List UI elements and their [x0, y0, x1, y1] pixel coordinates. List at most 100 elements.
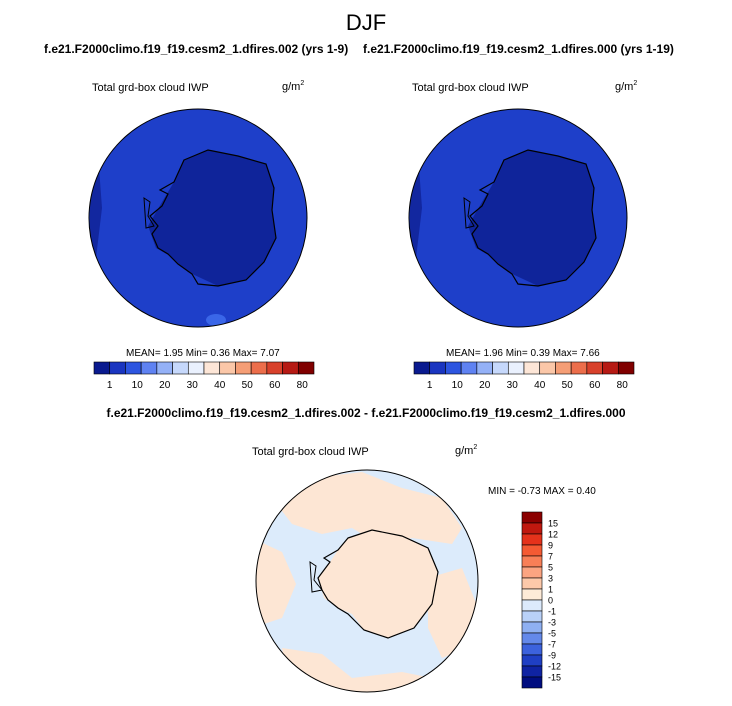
colorbar-box — [429, 361, 446, 375]
colorbar-box — [521, 577, 543, 590]
difference-polar-map — [255, 469, 479, 693]
colorbar-box — [156, 361, 173, 375]
antarctica-coastline — [317, 529, 439, 639]
colorbar-label: 1 — [107, 380, 113, 391]
colorbar-box — [109, 361, 126, 375]
colorbar-box — [521, 643, 543, 656]
colorbar-box — [203, 361, 221, 375]
colorbar-label: -1 — [548, 607, 556, 617]
pale-patch — [206, 314, 226, 326]
left-colorbar: 1 10 20 30 40 50 60 80 — [93, 361, 315, 391]
continent-fill — [148, 150, 276, 286]
colorbar-label: 30 — [507, 380, 519, 391]
peninsula-coastline — [309, 561, 323, 593]
colorbar-label: 60 — [269, 380, 281, 391]
colorbar-box — [521, 676, 543, 689]
positive-patch — [256, 538, 296, 628]
antarctica-coastline — [149, 149, 277, 287]
colorbar-box — [521, 654, 543, 667]
colorbar-label: 0 — [548, 596, 553, 606]
colorbar-label: -9 — [548, 651, 556, 661]
colorbar-label: 50 — [242, 380, 254, 391]
left-polar-map — [88, 108, 308, 328]
colorbar-box — [413, 361, 431, 375]
colorbar-label: -15 — [548, 673, 561, 683]
colorbar-box — [523, 361, 541, 375]
right-variable-label: Total grd-box cloud IWP — [412, 82, 529, 94]
colorbar-box — [521, 621, 543, 634]
continent-fill — [468, 150, 596, 286]
colorbar-box — [521, 599, 543, 612]
right-colorbar: 1 10 20 30 40 50 60 80 — [413, 361, 635, 391]
colorbar-box — [172, 361, 189, 375]
right-stats: MEAN= 1.96 Min= 0.39 Max= 7.66 — [446, 348, 600, 359]
colorbar-label: 5 — [548, 563, 553, 573]
colorbar-label: -3 — [548, 618, 556, 628]
colorbar-box — [219, 361, 236, 375]
colorbar-label: 80 — [297, 380, 309, 391]
colorbar-box — [460, 361, 478, 375]
colorbar-box — [521, 522, 543, 535]
left-case-title: f.e21.F2000climo.f19_f19.cesm2_1.dfires.… — [44, 42, 349, 56]
colorbar-box — [140, 361, 158, 375]
colorbar-box — [282, 361, 299, 375]
colorbar-box — [297, 361, 315, 375]
diff-variable-label: Total grd-box cloud IWP — [252, 446, 369, 458]
colorbar-box — [521, 610, 543, 623]
colorbar-label: 20 — [159, 380, 171, 391]
right-case-title: f.e21.F2000climo.f19_f19.cesm2_1.dfires.… — [363, 42, 674, 56]
colorbar-box — [507, 361, 525, 375]
positive-patch — [318, 530, 438, 638]
right-polar-map — [408, 108, 628, 328]
colorbar-box — [521, 566, 543, 579]
colorbar-label: 20 — [479, 380, 491, 391]
colorbar-label: 7 — [548, 552, 553, 562]
colorbar-label: -7 — [548, 640, 556, 650]
colorbar-label: 60 — [589, 380, 601, 391]
colorbar-label: 3 — [548, 574, 553, 584]
colorbar-box — [539, 361, 556, 375]
peninsula-coastline — [143, 197, 155, 229]
colorbar-label: 50 — [562, 380, 574, 391]
positive-patch — [272, 472, 462, 546]
colorbar-label: 10 — [132, 380, 144, 391]
colorbar-label: 9 — [548, 541, 553, 551]
peninsula-coastline — [463, 197, 475, 229]
colorbar-box — [521, 511, 543, 524]
colorbar-label: 12 — [548, 530, 558, 540]
colorbar-label: 1 — [548, 585, 553, 595]
colorbar-label: -5 — [548, 629, 556, 639]
colorbar-label: 40 — [214, 380, 226, 391]
colorbar-label: -12 — [548, 662, 561, 672]
colorbar-box — [521, 533, 543, 546]
colorbar-box — [521, 665, 543, 678]
colorbar-box — [492, 361, 509, 375]
colorbar-label: 10 — [452, 380, 464, 391]
colorbar-label: 15 — [548, 519, 558, 529]
colorbar-box — [93, 361, 111, 375]
left-variable-label: Total grd-box cloud IWP — [92, 82, 209, 94]
page-title: DJF — [345, 10, 387, 35]
colorbar-box — [250, 361, 268, 375]
colorbar-box — [617, 361, 635, 375]
diff-stats: MIN = -0.73 MAX = 0.40 — [488, 486, 596, 497]
map-border — [408, 108, 628, 328]
colorbar-box — [521, 588, 543, 601]
colorbar-box — [235, 361, 252, 375]
colorbar-box — [266, 361, 283, 375]
map-border — [255, 469, 479, 693]
colorbar-label: 80 — [617, 380, 629, 391]
left-stats: MEAN= 1.95 Min= 0.36 Max= 7.07 — [126, 348, 280, 359]
colorbar-box — [570, 361, 588, 375]
colorbar-label: 40 — [534, 380, 546, 391]
right-units-label: g/m2 — [615, 80, 638, 93]
difference-title: f.e21.F2000climo.f19_f19.cesm2_1.dfires.… — [106, 406, 626, 420]
colorbar-box — [125, 361, 142, 375]
left-units-label: g/m2 — [282, 80, 305, 93]
map-border — [88, 108, 308, 328]
colorbar-box — [521, 544, 543, 557]
colorbar-box — [187, 361, 205, 375]
colorbar-box — [555, 361, 572, 375]
colorbar-box — [445, 361, 462, 375]
